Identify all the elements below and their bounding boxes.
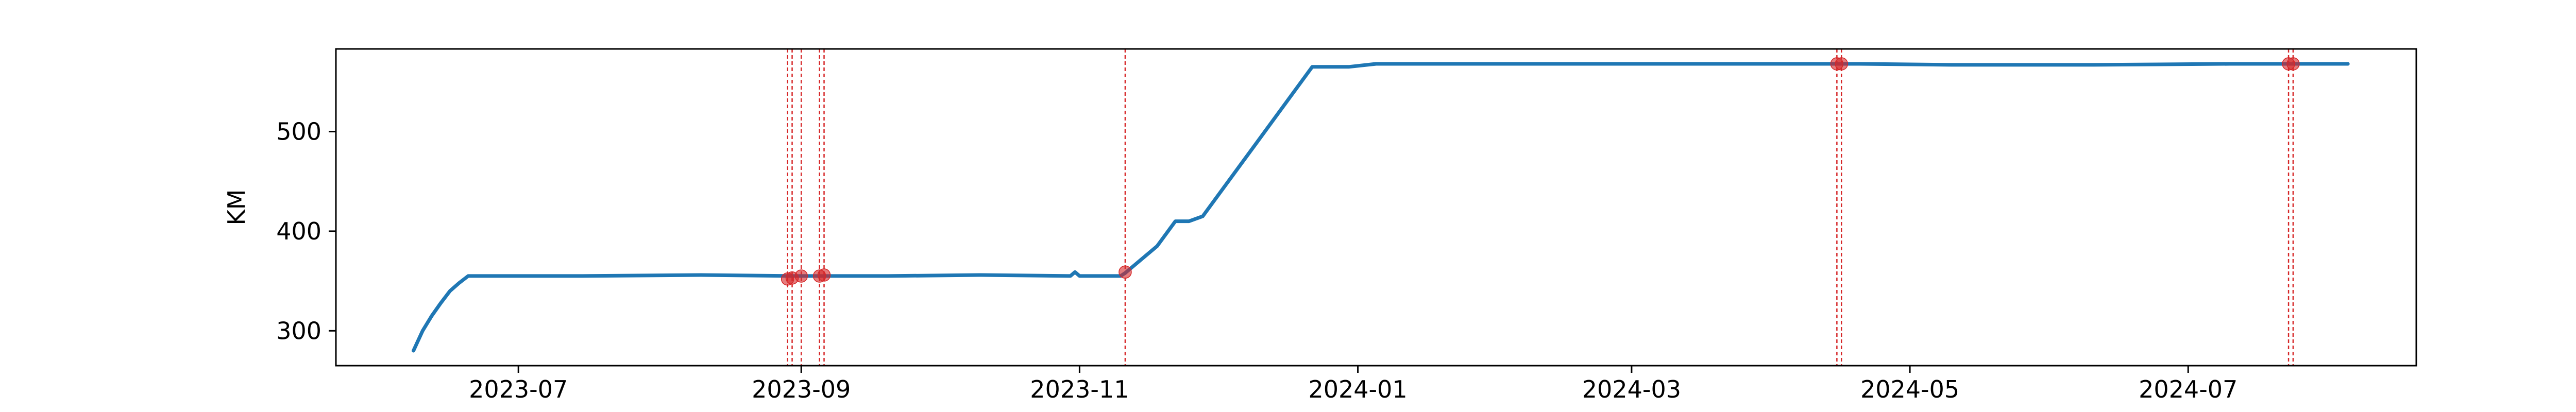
x-tick-label-0: 2023-07 [469,375,568,403]
y-tick-label-1: 400 [276,217,321,245]
event-marker-4 [817,268,831,282]
plot-frame [335,48,2417,367]
event-marker-5 [1118,265,1132,279]
event-markers [781,57,2300,286]
x-tick-label-3: 2024-01 [1308,375,1407,403]
x-tick-label-6: 2024-07 [2139,375,2238,403]
event-marker-9 [2286,57,2300,71]
x-tick-label-4: 2024-03 [1582,375,1681,403]
event-marker-7 [1835,57,1848,71]
x-tick-label-2: 2023-11 [1030,375,1129,403]
event-lines [787,49,2294,366]
event-marker-2 [794,269,808,283]
series-line-0 [412,62,2350,353]
y-axis-label: KM [223,190,250,226]
x-tick-label-1: 2023-09 [752,375,851,403]
series-group [412,62,2350,353]
x-axis: 2023-07 2023-09 2023-11 2024-01 2024-03 2024-… [469,366,2238,403]
y-tick-label-2: 500 [276,118,321,146]
y-tick-label-0: 300 [276,317,321,345]
x-tick-label-5: 2024-05 [1860,375,1959,403]
y-axis: 300 400 500 [276,118,336,345]
